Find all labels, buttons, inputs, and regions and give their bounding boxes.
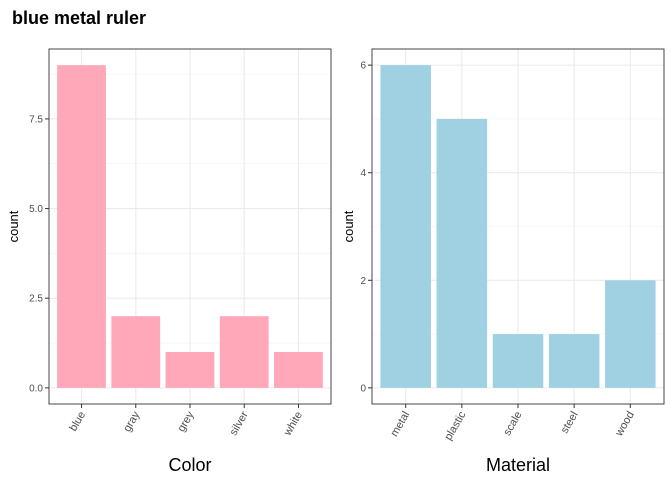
bar-blue [57,65,106,388]
x-tick-label: plastic [442,409,468,442]
x-tick-label: silver [228,409,251,438]
bar-silver [219,316,269,388]
x-tick-label: scale [501,410,524,438]
x-tick-label: wood [613,410,637,440]
x-tick-label: grey [176,409,197,434]
bar-steel [548,334,600,388]
y-tick-label: 2.5 [29,294,43,305]
x-axis-title: Color [168,455,211,475]
y-axis-title: count [341,210,356,242]
x-axis-title: Material [486,455,550,475]
x-tick-label: blue [67,410,88,434]
chart-panel-1: 0.0 2.5 5.0 7.5 blue gray grey silver white Color… [6,48,332,475]
bar-plastic [436,118,488,388]
x-tick-label: metal [388,410,412,439]
x-tick-label: white [281,410,305,439]
bar-scale [492,334,544,388]
bar-metal [380,65,431,388]
y-axis-title: count [6,210,21,242]
y-tick-label: 0.0 [29,383,43,394]
x-tick-label: gray [121,409,142,434]
chart-panel-2: 0 2 4 6 metal plastic scale steel wood Material co… [341,48,665,475]
bar-white [274,352,323,388]
bar-grey [165,352,215,388]
bar-gray [111,316,161,388]
y-tick-label: 0 [360,383,366,394]
x-tick-label: steel [559,410,581,436]
y-tick-label: 5.0 [29,204,43,215]
y-tick-label: 7.5 [29,114,43,125]
y-tick-label: 4 [360,168,366,179]
bar-wood [605,280,656,388]
y-tick-label: 6 [360,61,366,72]
page-title: blue metal ruler [12,8,147,28]
y-tick-label: 2 [360,276,366,287]
